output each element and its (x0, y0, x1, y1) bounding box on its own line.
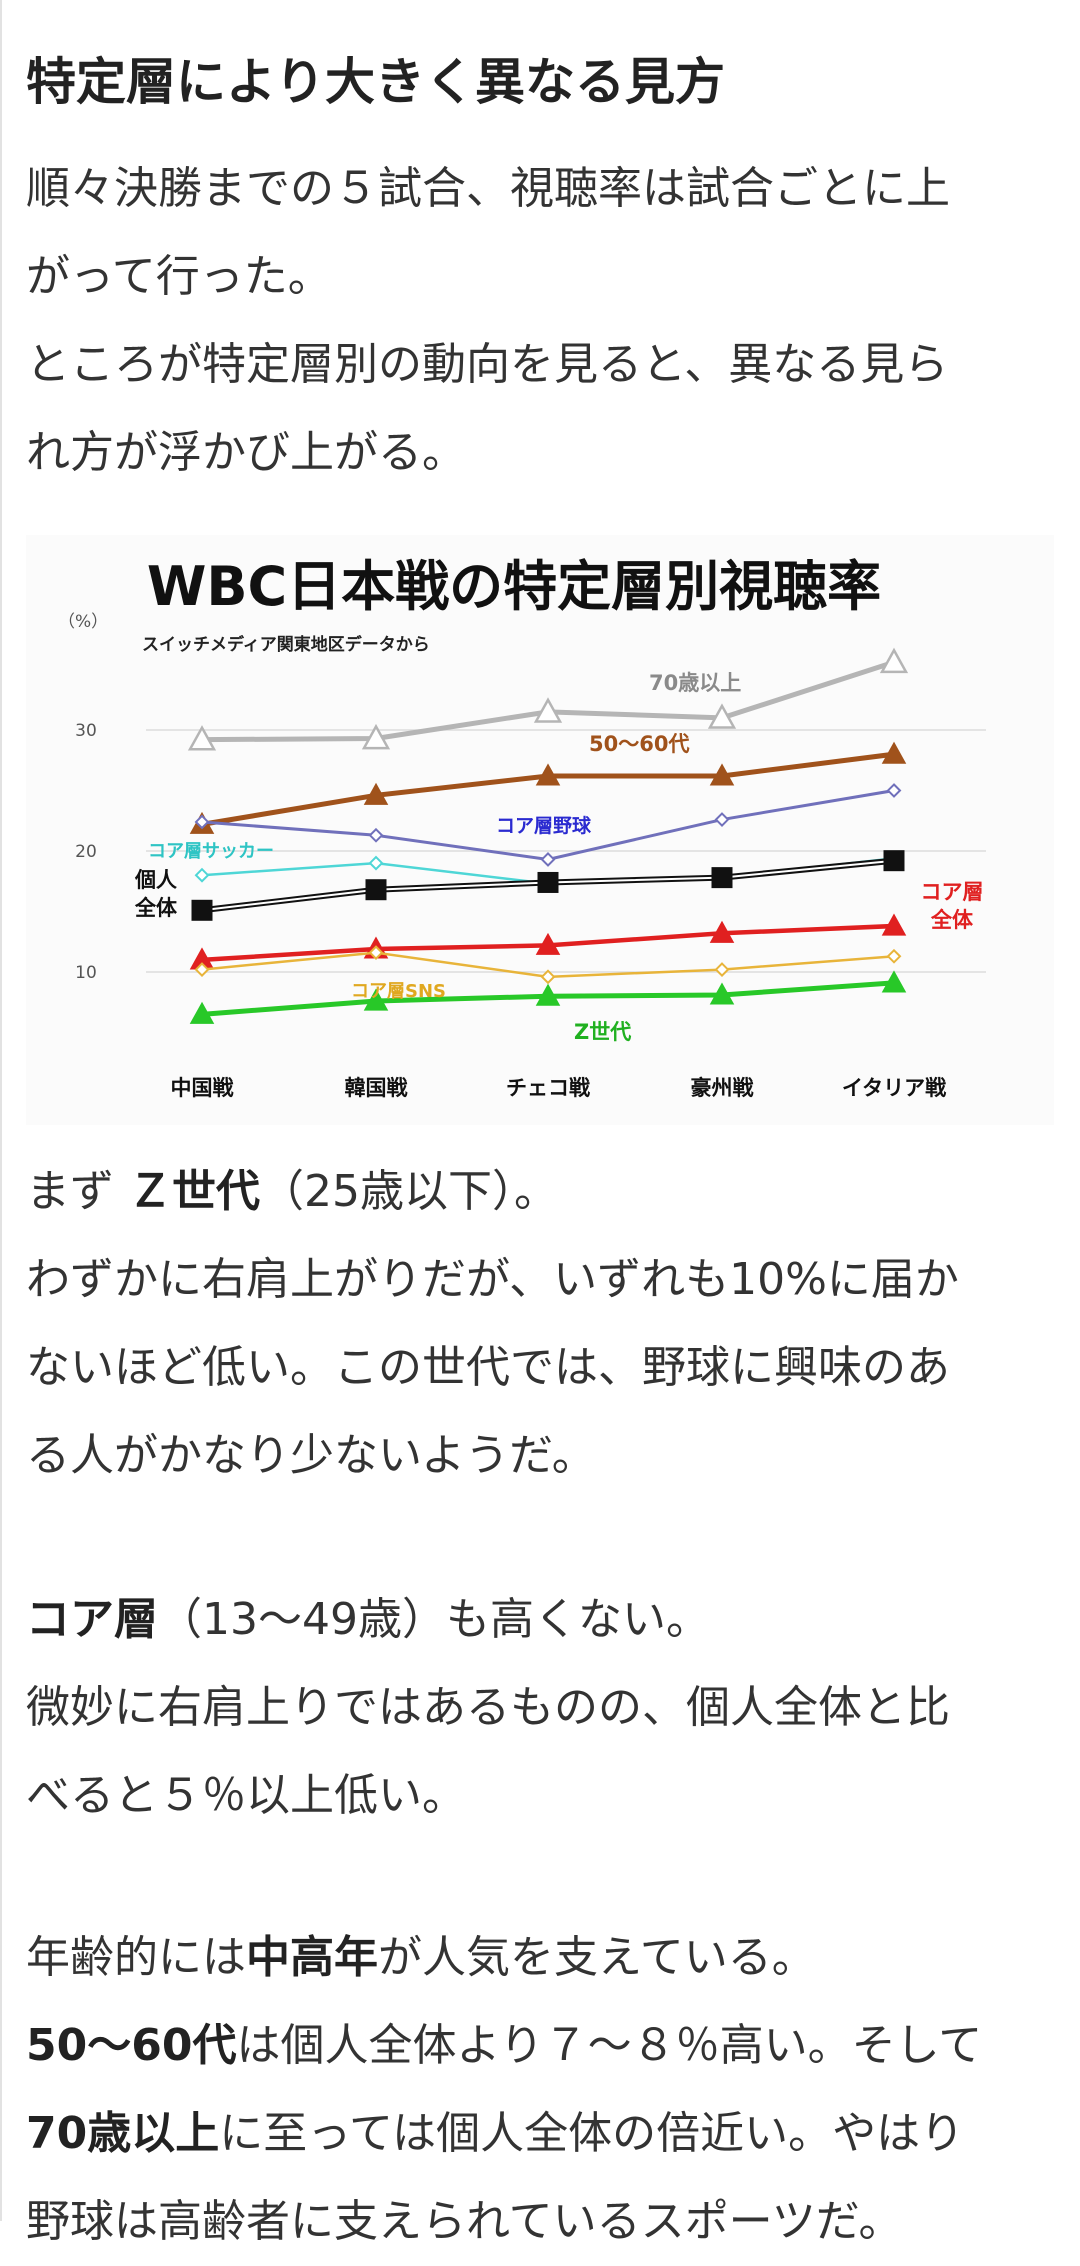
intro-line: がって行った。 (26, 251, 332, 302)
gen-z-line: わずかに右肩上がりだが、いずれも10%に届か (26, 1254, 959, 1305)
data-point-marker (194, 814, 210, 830)
core-line: 微妙に右肩上りではあるものの、個人全体と比 (26, 1682, 950, 1733)
series-label: 全体 (930, 908, 974, 932)
data-point-marker (879, 647, 909, 674)
data-point-marker (194, 867, 210, 883)
emphasis: コア層 (26, 1594, 158, 1645)
series-label: 70歳以上 (649, 671, 741, 695)
data-point-marker (709, 920, 735, 943)
chart-unit-label: （%） (58, 612, 108, 632)
data-point-marker (714, 962, 730, 977)
data-point-marker (709, 982, 735, 1005)
grid (146, 729, 986, 973)
section-heading: 特定層により大きく異なる見方 (26, 52, 725, 111)
data-point-marker (714, 812, 730, 827)
chart-subtitle: スイッチメディア関東地区データから (142, 634, 430, 655)
text: まず (26, 1166, 114, 1217)
data-point-marker (363, 988, 389, 1011)
age-line: 年齢的には中高年が人気を支えている。 (26, 1914, 1056, 2002)
x-tick-label: イタリア戦 (842, 1076, 946, 1100)
intro-line: ところが特定層別の動向を見ると、異なる見ら (26, 339, 949, 390)
data-point-marker (533, 697, 563, 723)
y-tick-label: 20 (75, 842, 97, 862)
text: （13〜49歳）も高くない。 (158, 1594, 710, 1645)
series-label: コア層 (921, 880, 984, 904)
chart-title: WBC日本戦の特定層別視聴率 (147, 555, 881, 618)
age-line: 70歳以上に至っては個人全体の倍近い。やはり (26, 2090, 1056, 2178)
core-line: コア層（13〜49歳）も高くない。 (26, 1576, 1056, 1664)
x-tick-label: 中国戦 (171, 1076, 234, 1100)
series-個人全体 (191, 850, 905, 921)
series-label: 個人 (134, 868, 177, 892)
series-label: 50〜60代 (589, 732, 689, 756)
data-point-marker (368, 827, 384, 843)
series-label: コア層サッカー (148, 841, 274, 862)
series-コア層SNS (194, 945, 902, 985)
series-70歳以上 (187, 647, 909, 751)
data-point-marker (368, 855, 384, 871)
series-Z世代 (189, 970, 907, 1024)
data-point-marker (711, 867, 733, 889)
series-label: 全体 (134, 896, 178, 920)
gen-z-line: まず Ｚ世代（25歳以下）。 (26, 1148, 1056, 1236)
text: に至っては個人全体の倍近い。やはり (219, 2108, 965, 2159)
data-point-marker (886, 783, 902, 798)
data-point-marker (537, 871, 559, 893)
intro-line: れ方が浮かび上がる。 (26, 427, 466, 478)
axes: 10 20 30 中国戦 韓国戦 チェコ戦 豪州戦 イタリア戦 (75, 721, 946, 1100)
intro-paragraph: 順々決勝までの５試合、視聴率は試合ごとに上 がって行った。 ところが特定層別の動… (26, 145, 1056, 497)
data-point-marker (365, 879, 387, 901)
data-point-marker (540, 969, 556, 985)
series (187, 647, 909, 1024)
intro-line: 順々決勝までの５試合、視聴率は試合ごとに上 (26, 163, 950, 214)
series-label: Z世代 (574, 1020, 631, 1044)
data-point-marker (535, 763, 561, 786)
data-point-marker (187, 725, 217, 751)
data-point-marker (886, 948, 902, 964)
gen-z-paragraph: まず Ｚ世代（25歳以下）。 わずかに右肩上がりだが、いずれも10%に届か ない… (26, 1148, 1056, 1500)
data-point-marker (368, 945, 384, 961)
data-point-marker (535, 932, 561, 955)
y-tick-label: 10 (75, 963, 97, 983)
emphasis: 中高年 (246, 1932, 378, 1983)
series-コア層野球 (194, 783, 902, 867)
left-border (0, 0, 2, 2221)
data-point-marker (191, 899, 213, 921)
emphasis: 70歳以上 (26, 2108, 220, 2159)
data-point-marker (881, 741, 907, 764)
chart-figure: WBC日本戦の特定層別視聴率 （%） スイッチメディア関東地区データから 70歳… (26, 535, 1054, 1125)
data-point-marker (707, 703, 737, 729)
data-point-marker (535, 983, 561, 1006)
data-point-marker (194, 962, 210, 977)
viewing-rate-chart: WBC日本戦の特定層別視聴率 （%） スイッチメディア関東地区データから 70歳… (58, 555, 986, 1100)
data-point-marker (189, 1001, 215, 1024)
text: 年齢的には (26, 1932, 246, 1983)
core-line: べると５％以上低い。 (26, 1770, 466, 1821)
age-paragraph: 年齢的には中高年が人気を支えている。 50〜60代は個人全体より７〜８％高い。そ… (26, 1914, 1056, 2266)
y-tick-label: 30 (75, 721, 97, 741)
core-paragraph: コア層（13〜49歳）も高くない。 微妙に右肩上りではあるものの、個人全体と比 … (26, 1576, 1056, 1840)
data-point-marker (363, 782, 389, 805)
data-point-marker (881, 913, 907, 936)
age-line: 野球は高齢者に支えられているスポーツだ。 (26, 2196, 903, 2247)
x-tick-label: チェコ戦 (506, 1076, 590, 1100)
gen-z-line: ないほど低い。この世代では、野球に興味のあ (26, 1342, 950, 1393)
emphasis: 50〜60代 (26, 2020, 237, 2071)
text: （25歳以下）。 (260, 1166, 558, 1217)
data-point-marker (361, 723, 391, 750)
text: が人気を支えている。 (378, 1932, 816, 1983)
data-point-marker (540, 852, 556, 867)
emphasis: Ｚ世代 (128, 1166, 260, 1217)
x-tick-label: 豪州戦 (691, 1076, 754, 1100)
text: は個人全体より７〜８％高い。そして (236, 2020, 983, 2071)
x-tick-label: 韓国戦 (345, 1076, 408, 1100)
age-line: 50〜60代は個人全体より７〜８％高い。そして (26, 2002, 1056, 2090)
gen-z-line: る人がかなり少ないようだ。 (26, 1430, 596, 1481)
series-label: コア層SNS (351, 981, 446, 1002)
series-label: コア層野球 (496, 814, 592, 837)
data-point-marker (881, 970, 907, 993)
data-point-marker (709, 763, 735, 786)
data-point-marker (883, 850, 905, 872)
